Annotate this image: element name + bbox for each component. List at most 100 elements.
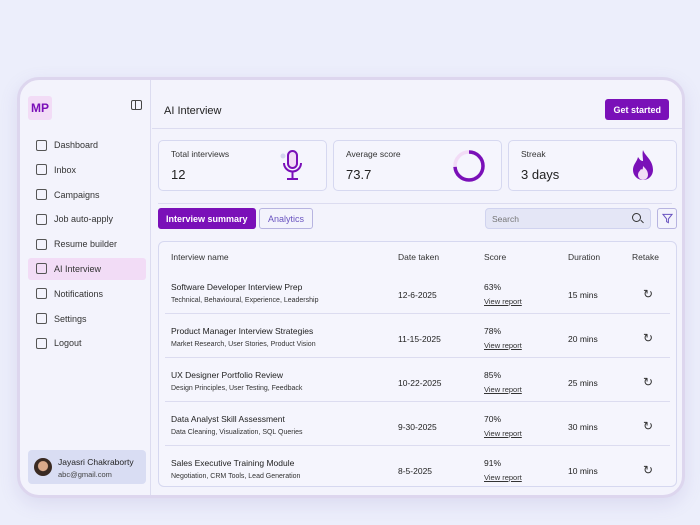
duration: 10 mins: [568, 466, 598, 476]
sidebar-item-label: Notifications: [54, 288, 104, 299]
sidebar: MP Dashboard Inbox Campaigns Job auto-apply…: [20, 80, 151, 495]
progress-ring-icon: [453, 150, 485, 182]
score: 91%: [484, 458, 502, 468]
filter-icon: [661, 213, 673, 224]
tab-interview-summary[interactable]: Interview summary: [158, 208, 256, 229]
view-report-link[interactable]: View report: [484, 341, 522, 350]
sidebar-item-resume-builder[interactable]: Resume builder: [28, 233, 146, 255]
sidebar-item-campaigns[interactable]: Campaigns: [28, 184, 146, 206]
retake-icon[interactable]: ↻: [643, 331, 654, 345]
retake-icon[interactable]: ↻: [643, 287, 654, 301]
grid-icon: [36, 139, 47, 151]
stat-value: 3 days: [521, 167, 560, 182]
stat-value: 12: [171, 167, 186, 182]
filter-button[interactable]: [657, 208, 677, 229]
date-taken: 9-30-2025: [398, 422, 437, 432]
main-content: AI Interview Get started Total interview…: [152, 80, 682, 495]
sidebar-item-ai-interview[interactable]: AI Interview: [28, 257, 146, 280]
logo: MP: [28, 96, 52, 120]
page-title: AI Interview: [164, 105, 222, 117]
duration: 25 mins: [568, 378, 598, 388]
table-row: Sales Executive Training Module Negotiat…: [159, 445, 676, 489]
sidebar-item-label: Inbox: [54, 164, 77, 175]
user-name: Jayasri Chakraborty: [58, 457, 134, 467]
divider: [165, 401, 670, 402]
table-row: UX Designer Portfolio Review Design Prin…: [159, 357, 676, 401]
interview-tags: Data Cleaning, Visualization, SQL Querie…: [171, 429, 303, 436]
stat-card-average: Average score 73.7: [333, 140, 502, 191]
retake-icon[interactable]: ↻: [643, 463, 654, 477]
search-input[interactable]: [485, 208, 651, 229]
user-voice-icon: [36, 263, 47, 275]
app-window: MP Dashboard Inbox Campaigns Job auto-apply…: [17, 77, 685, 498]
sidebar-item-inbox[interactable]: Inbox: [28, 159, 146, 181]
user-profile[interactable]: Jayasri Chakraborty abc@gmail.com: [28, 450, 146, 484]
stat-label: Streak: [521, 149, 546, 159]
avatar: [34, 458, 52, 476]
sidebar-item-dashboard[interactable]: Dashboard: [28, 134, 146, 156]
stat-value: 73.7: [346, 167, 372, 182]
score: 85%: [484, 370, 502, 380]
column-header: Score: [484, 252, 507, 262]
get-started-button[interactable]: Get started: [605, 99, 669, 120]
divider: [165, 357, 670, 358]
interview-tags: Design Principles, User Testing, Feedbac…: [171, 385, 303, 392]
sidebar-nav: Dashboard Inbox Campaigns Job auto-apply Res…: [28, 134, 146, 357]
column-header: Retake: [632, 252, 659, 262]
interview-name: Software Developer Interview Prep: [171, 282, 303, 292]
duration: 30 mins: [568, 422, 598, 432]
user-email: abc@gmail.com: [58, 470, 112, 479]
interview-tags: Negotiation, CRM Tools, Lead Generation: [171, 473, 301, 480]
column-header: Duration: [568, 252, 601, 262]
date-taken: 12-6-2025: [398, 290, 437, 300]
sidebar-item-label: AI Interview: [54, 263, 102, 274]
flame-icon: [633, 150, 653, 180]
search-icon[interactable]: [632, 213, 641, 222]
view-report-link[interactable]: View report: [484, 473, 522, 482]
inbox-icon: [36, 164, 47, 176]
interview-name: Product Manager Interview Strategies: [171, 326, 314, 336]
stat-card-total: Total interviews 12: [158, 140, 327, 191]
divider: [152, 128, 682, 129]
divider: [165, 445, 670, 446]
view-report-link[interactable]: View report: [484, 385, 522, 394]
microphone-icon: [280, 150, 302, 180]
sidebar-item-settings[interactable]: Settings: [28, 308, 146, 330]
sidebar-item-logout[interactable]: Logout: [28, 332, 146, 354]
duration: 15 mins: [568, 290, 598, 300]
score: 78%: [484, 326, 502, 336]
sidebar-item-label: Resume builder: [54, 239, 118, 250]
sidebar-item-label: Settings: [54, 313, 87, 324]
retake-icon[interactable]: ↻: [643, 375, 654, 389]
interview-name: UX Designer Portfolio Review: [171, 370, 283, 380]
date-taken: 10-22-2025: [398, 378, 442, 388]
score: 70%: [484, 414, 502, 424]
divider: [158, 203, 672, 204]
date-taken: 8-5-2025: [398, 466, 433, 476]
stat-label: Average score: [346, 149, 401, 159]
sidebar-item-job-auto-apply[interactable]: Job auto-apply: [28, 208, 146, 230]
sidebar-toggle-icon[interactable]: [131, 100, 142, 110]
tab-analytics[interactable]: Analytics: [259, 208, 314, 229]
view-report-link[interactable]: View report: [484, 297, 522, 306]
interview-tags: Market Research, User Stories, Product V…: [171, 341, 316, 348]
gear-icon: [36, 313, 47, 325]
sidebar-item-notifications[interactable]: Notifications: [28, 283, 146, 305]
megaphone-icon: [36, 189, 47, 201]
stat-label: Total interviews: [171, 149, 230, 159]
retake-icon[interactable]: ↻: [643, 419, 654, 433]
date-taken: 11-15-2025: [398, 334, 441, 344]
bell-icon: [36, 288, 47, 300]
table-row: Data Analyst Skill Assessment Data Clean…: [159, 401, 676, 445]
sidebar-item-label: Dashboard: [54, 140, 99, 150]
table-row: Software Developer Interview Prep Techni…: [159, 269, 676, 313]
interviews-table: Interview name Date taken Score Duration…: [158, 241, 677, 487]
logout-icon: [36, 337, 47, 349]
sidebar-item-label: Job auto-apply: [54, 214, 114, 225]
view-report-link[interactable]: View report: [484, 429, 522, 438]
divider: [165, 313, 670, 314]
score: 63%: [484, 282, 502, 292]
table-row: Product Manager Interview Strategies Mar…: [159, 313, 676, 357]
document-icon: [36, 238, 47, 250]
column-header: Interview name: [171, 252, 229, 262]
